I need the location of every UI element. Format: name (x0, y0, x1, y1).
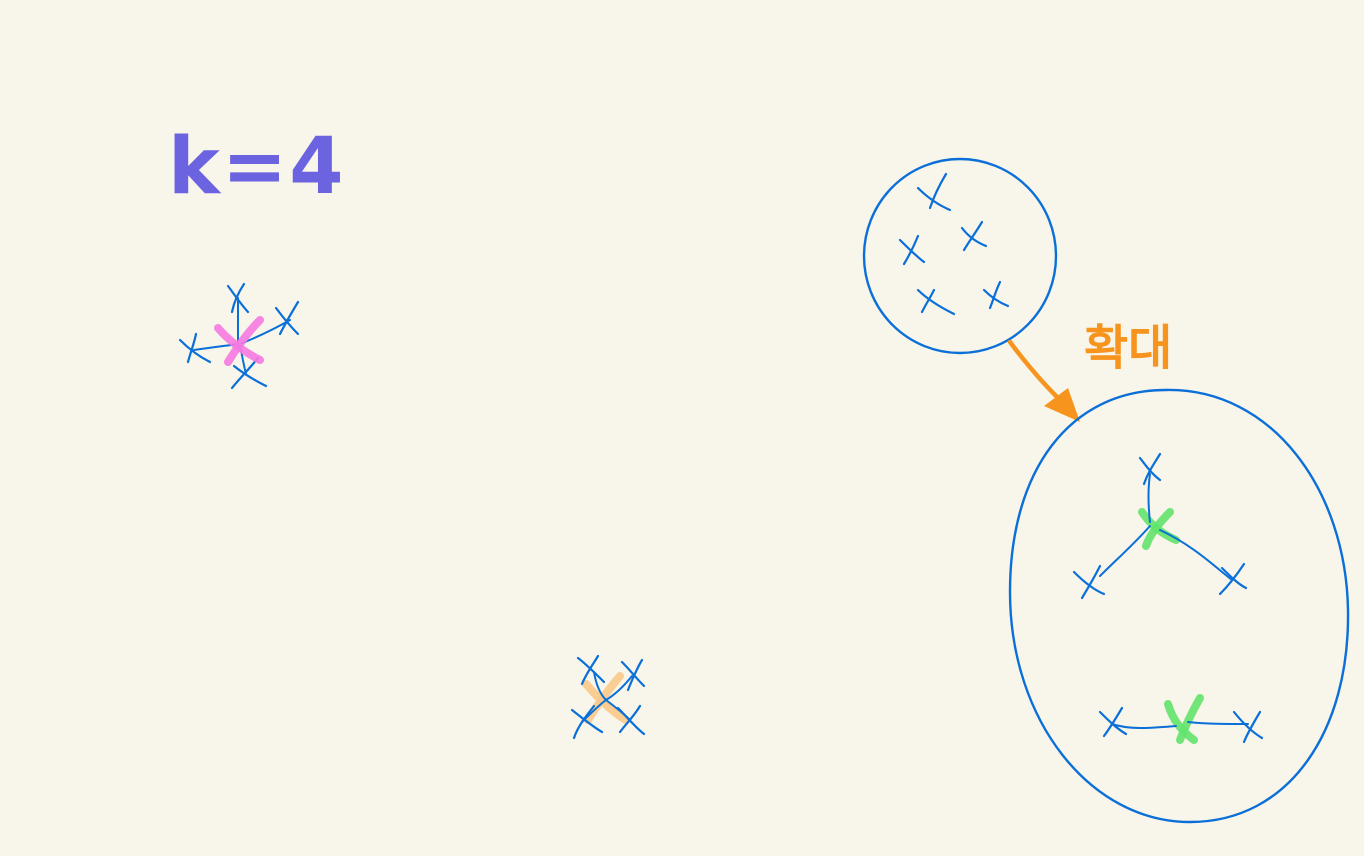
cluster-pink (178, 282, 300, 390)
arrow-down-right-icon (1007, 339, 1080, 422)
cluster-ellipse (1008, 388, 1350, 824)
data-point (178, 332, 212, 364)
data-point (916, 172, 952, 212)
cluster-orange (570, 654, 646, 740)
zoomed-cluster (1008, 388, 1350, 824)
k-value-label: k=4 (168, 122, 346, 212)
cluster-link (1111, 721, 1249, 729)
data-point (1098, 706, 1128, 738)
cluster-circle (862, 157, 1058, 355)
data-point (576, 654, 606, 686)
centroid-green (1164, 694, 1204, 744)
data-point (1232, 710, 1264, 744)
data-point (982, 280, 1010, 310)
centroid-pink (214, 316, 264, 366)
data-point (898, 234, 926, 266)
cluster-link (1099, 473, 1233, 581)
centroid-green (1138, 508, 1180, 550)
data-point (1138, 452, 1162, 486)
data-point (960, 220, 988, 252)
data-point (916, 288, 956, 316)
cluster-link (581, 671, 633, 723)
data-point (1072, 564, 1106, 600)
cluster-small-circle (862, 157, 1058, 355)
data-point (620, 658, 646, 692)
zoom-label: 확대 (1084, 320, 1173, 376)
data-point (1218, 562, 1248, 596)
data-point (274, 300, 300, 336)
